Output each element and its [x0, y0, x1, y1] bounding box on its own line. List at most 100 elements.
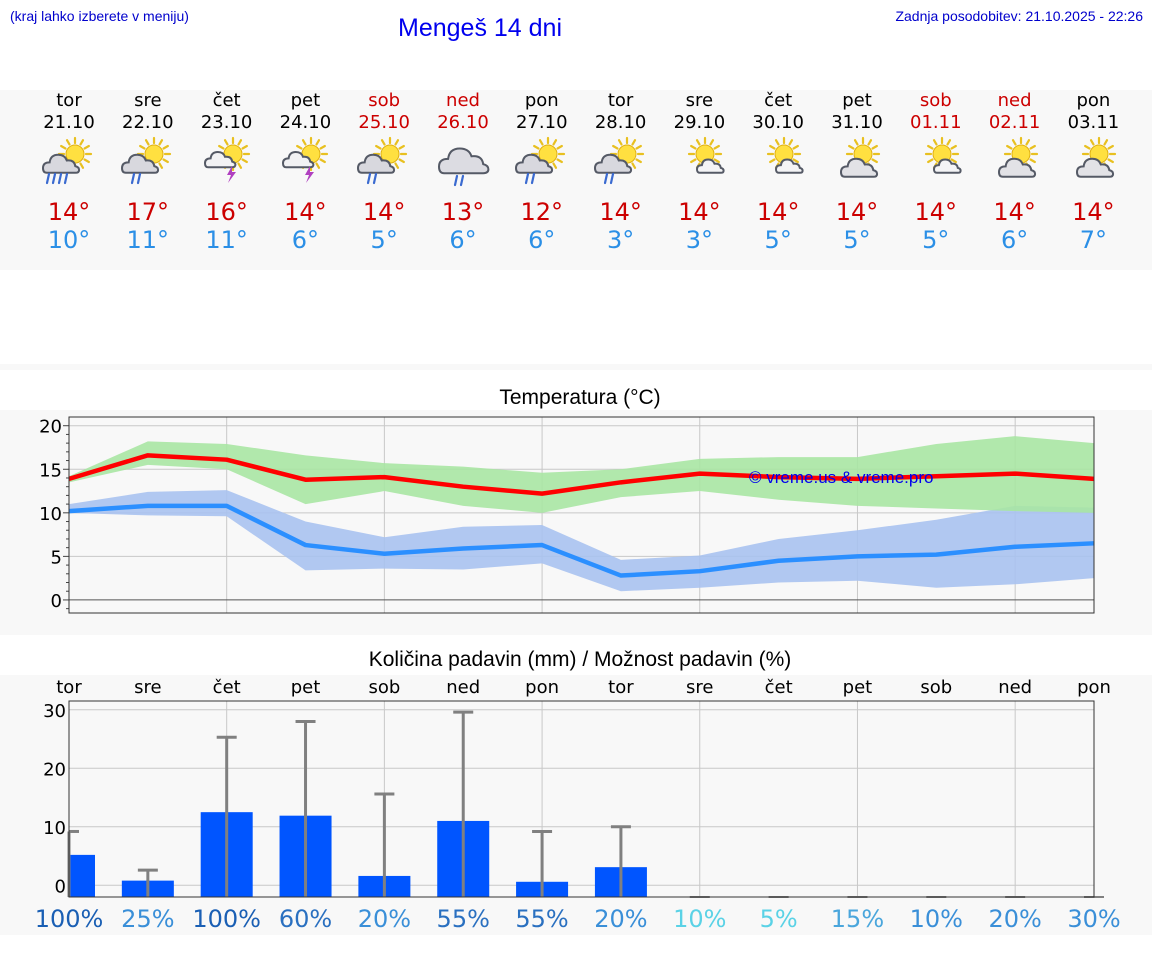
day-name: sob — [368, 90, 401, 111]
day-name: ned — [446, 90, 480, 111]
precipitation-probability: 100% — [192, 905, 261, 933]
min-temperature: 6° — [291, 226, 320, 254]
precipitation-probability: 10% — [910, 905, 963, 933]
x-tick-label: sre — [686, 677, 713, 698]
sun-cloud-icon — [997, 136, 1038, 178]
x-tick-label: sre — [134, 677, 161, 698]
x-tick-label: pon — [525, 677, 559, 698]
x-tick-label: čet — [765, 677, 793, 698]
day-name: pon — [1076, 90, 1111, 111]
plot-frame — [68, 700, 1095, 898]
daily-forecast-strip: tor 21.10 14° 10° sre 22.10 17° 11° čet 23.10 16° 1… — [0, 90, 1152, 270]
day-name: tor — [56, 90, 82, 111]
precipitation-probability: 20% — [358, 905, 411, 933]
precipitation-probability: 55% — [515, 905, 568, 933]
min-temperature: 6° — [1000, 226, 1029, 254]
precipitation-probability: 30% — [1067, 905, 1120, 933]
page-title: Mengeš 14 dni — [398, 14, 563, 42]
precipitation-probability: 60% — [279, 905, 332, 933]
y-tick-label: 15 — [39, 460, 62, 481]
precipitation-probability: 10% — [673, 905, 726, 933]
sun-cloud-icon — [840, 136, 881, 178]
day-name: pon — [524, 90, 559, 111]
location-hint: (kraj lahko izberete v meniju) — [10, 8, 189, 24]
sun-thunderstorm-icon — [203, 136, 250, 183]
max-temperature: 14° — [47, 198, 91, 226]
day-name: čet — [212, 90, 241, 111]
sun-cloud-rain-icon — [593, 136, 644, 185]
min-temperature: 5° — [922, 226, 950, 254]
max-temperature: 14° — [1072, 198, 1115, 226]
precipitation-probability: 20% — [594, 905, 647, 933]
min-temperature: 5° — [843, 226, 871, 254]
x-tick-label: sob — [368, 677, 400, 698]
day-date: 31.10 — [831, 112, 883, 133]
y-tick-label: 5 — [51, 547, 62, 568]
sun-cloud-rain-icon — [357, 136, 408, 185]
min-temperature-line — [68, 503, 1095, 578]
temperature-chart: 0 5 10 15 20 — [39, 416, 1095, 614]
max-temperature: 14° — [756, 198, 800, 226]
day-date: 23.10 — [200, 112, 253, 133]
x-tick-label: sob — [920, 677, 952, 698]
min-temperature: 11° — [205, 226, 248, 254]
min-temperature: 7° — [1079, 226, 1108, 254]
y-tick-label: 0 — [55, 876, 66, 897]
x-tick-label: ned — [446, 677, 480, 698]
day-name: sre — [685, 90, 714, 111]
max-temperature: 14° — [835, 198, 879, 226]
day-name: sob — [919, 90, 952, 111]
max-temperature: 14° — [284, 198, 327, 226]
min-temperature: 5° — [764, 226, 792, 254]
precipitation-bar — [69, 854, 95, 897]
cloud-rain-icon — [438, 147, 490, 187]
sun-cloud-heavy-rain-icon — [42, 136, 93, 185]
day-date: 22.10 — [122, 112, 174, 133]
max-temperature: 13° — [441, 198, 485, 226]
x-tick-label: čet — [213, 677, 241, 698]
watermark: © vreme.us & vreme.pro — [749, 468, 934, 487]
day-name: sre — [134, 90, 162, 111]
precipitation-chart-title: Količina padavin (mm) / Možnost padavin … — [368, 648, 792, 671]
sun-cloud-rain-icon — [120, 136, 171, 185]
min-temperature: 6° — [449, 226, 477, 254]
x-tick-label: tor — [608, 677, 634, 698]
day-name: ned — [997, 90, 1032, 111]
min-temperature: 10° — [47, 226, 91, 254]
y-tick-label: 10 — [43, 818, 66, 839]
day-name: tor — [607, 90, 634, 111]
min-temperature: 3° — [685, 226, 714, 254]
y-tick-label: 30 — [43, 701, 66, 722]
y-tick-label: 0 — [51, 591, 62, 612]
precipitation-probability: 5% — [760, 905, 798, 933]
day-date: 26.10 — [437, 112, 489, 133]
section-divider — [0, 364, 1152, 370]
day-name: čet — [764, 90, 793, 111]
sun-thunderstorm-icon — [282, 136, 329, 183]
day-date: 02.11 — [988, 112, 1041, 133]
precipitation-probability: 25% — [121, 905, 174, 933]
day-date: 01.11 — [910, 112, 962, 133]
day-date: 27.10 — [516, 112, 568, 133]
day-date: 28.10 — [594, 112, 647, 133]
min-temperature-range — [69, 490, 1094, 592]
min-temperature: 6° — [528, 226, 556, 254]
x-tick-label: pet — [291, 677, 321, 698]
day-name: pet — [290, 90, 321, 111]
x-tick-label: tor — [56, 677, 82, 698]
min-temperature: 3° — [606, 226, 635, 254]
max-temperature: 14° — [599, 198, 642, 226]
precipitation-chart: 0 10 20 30 tor sre čet pet sob ned pon tor sre čet pet… — [35, 677, 1121, 933]
precipitation-probability: 20% — [988, 905, 1041, 933]
precipitation-probability: 55% — [437, 905, 490, 933]
sun-cloud-icon — [1076, 136, 1117, 178]
min-temperature: 5° — [370, 226, 398, 254]
max-temperature: 17° — [126, 198, 170, 226]
x-tick-label: pon — [1077, 677, 1111, 698]
precipitation-probability: 100% — [35, 905, 104, 933]
max-temperature: 14° — [914, 198, 958, 226]
max-temperature: 14° — [678, 198, 721, 226]
sun-small-cloud-icon — [767, 136, 804, 174]
last-update: Zadnja posodobitev: 21.10.2025 - 22:26 — [895, 8, 1143, 24]
y-tick-label: 20 — [43, 759, 66, 780]
